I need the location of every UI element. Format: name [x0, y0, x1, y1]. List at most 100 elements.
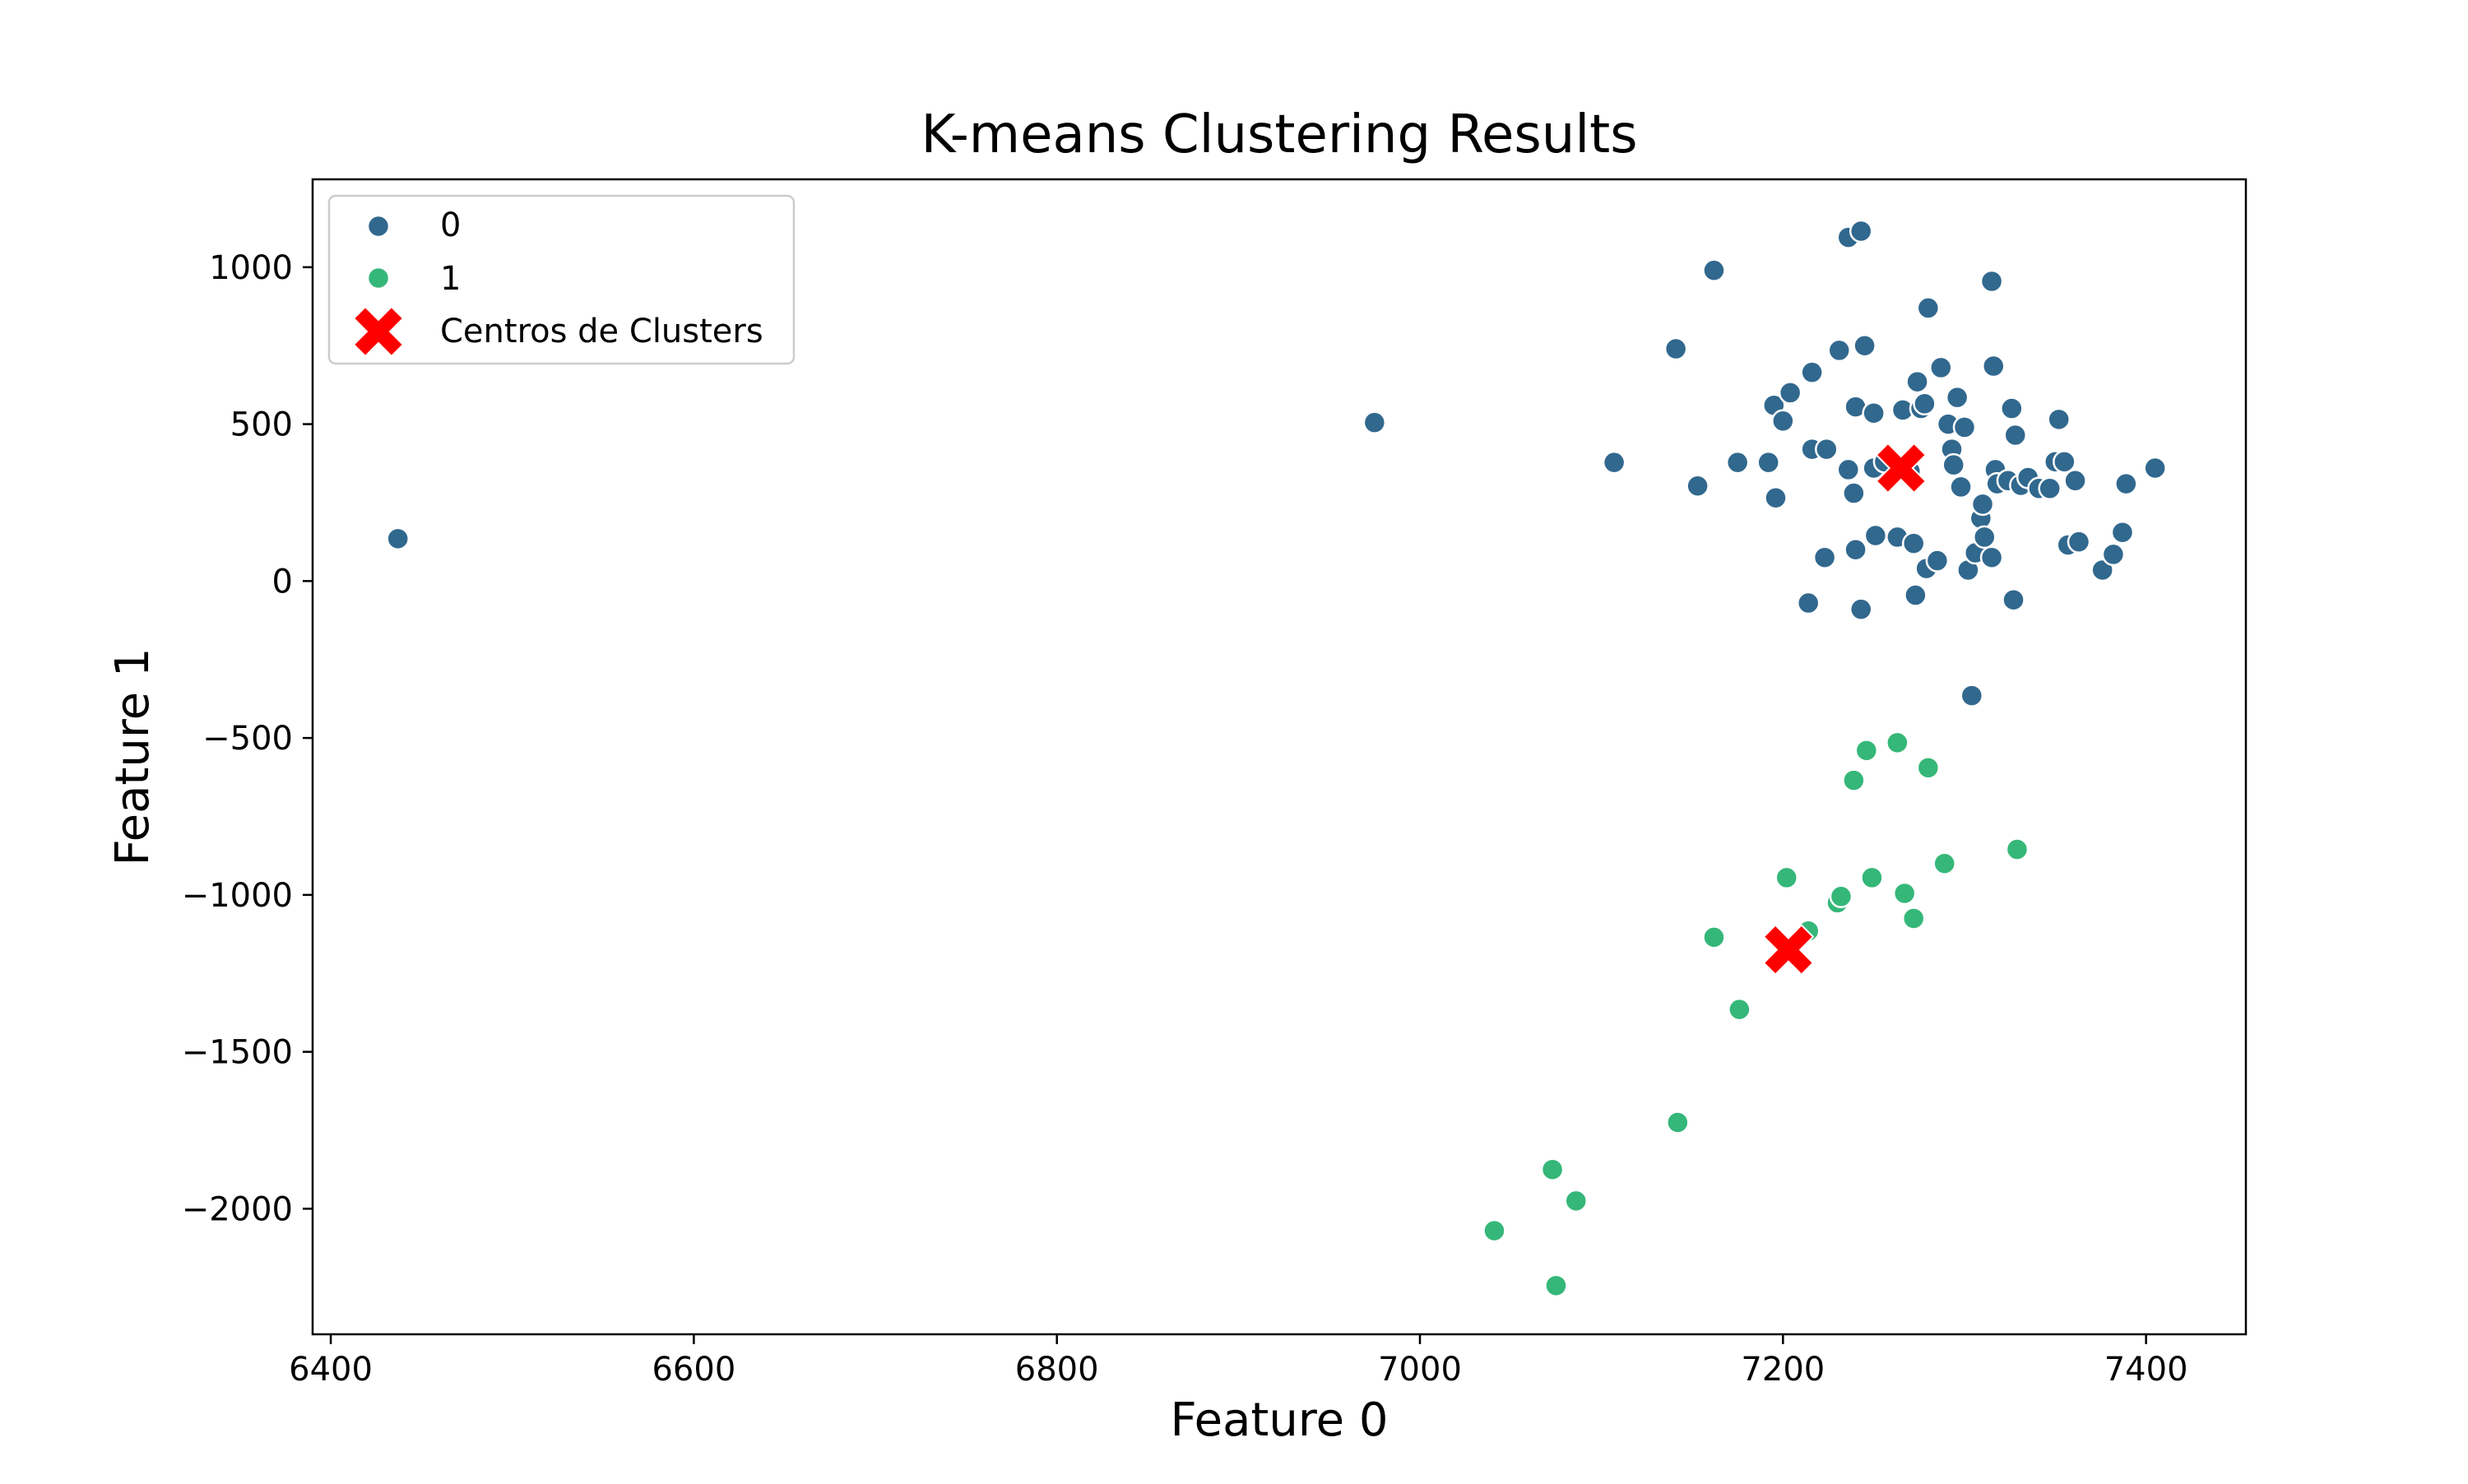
- data-point-cluster-0: [1979, 269, 2004, 294]
- data-point-cluster-1: [2005, 837, 2030, 861]
- y-tick-label: −1500: [182, 1034, 293, 1072]
- data-point-cluster-0: [386, 526, 410, 551]
- data-point-cluster-0: [1812, 545, 1837, 569]
- data-point-cluster-1: [1728, 997, 1751, 1022]
- scatter-points: [386, 219, 2167, 1298]
- data-point-cluster-0: [1862, 401, 1886, 425]
- legend-label-centers: Centros de Clusters: [440, 313, 763, 350]
- legend-marker-centers: [352, 305, 405, 358]
- data-point-cluster-1: [1842, 768, 1866, 792]
- data-point-cluster-1: [1774, 865, 1798, 890]
- data-point-cluster-0: [1362, 410, 1387, 434]
- data-point-cluster-0: [1815, 437, 1839, 461]
- data-point-cluster-0: [2053, 450, 2076, 474]
- legend-marker-cluster-1: [366, 266, 391, 290]
- data-point-cluster-0: [2114, 471, 2138, 496]
- x-tick-label: 6400: [289, 1351, 373, 1389]
- y-tick-label: −500: [202, 720, 293, 758]
- data-point-cluster-1: [1886, 730, 1909, 755]
- x-tick-label: 7000: [1378, 1351, 1462, 1389]
- y-tick-label: 0: [272, 563, 293, 601]
- data-point-cluster-0: [1702, 258, 1726, 282]
- data-point-cluster-0: [2067, 530, 2091, 554]
- data-point-cluster-1: [1901, 907, 1926, 930]
- legend-marker-cluster-0: [366, 214, 391, 239]
- data-point-cluster-1: [1544, 1273, 1568, 1298]
- data-point-cluster-0: [1827, 338, 1851, 363]
- data-point-cluster-0: [1925, 549, 1950, 573]
- legend: 0 1 Centros de Clusters: [327, 194, 796, 365]
- data-point-cluster-0: [1970, 492, 1995, 517]
- data-point-cluster-0: [1979, 545, 2004, 569]
- cluster-center-marker: [1875, 442, 1928, 494]
- data-point-cluster-0: [1663, 336, 1688, 361]
- data-point-cluster-0: [1844, 537, 1867, 562]
- data-point-cluster-0: [2090, 558, 2114, 582]
- data-point-cluster-1: [1482, 1218, 1506, 1243]
- data-point-cluster-0: [2000, 397, 2024, 420]
- data-point-cluster-0: [1960, 684, 1984, 707]
- data-point-cluster-1: [1564, 1189, 1589, 1213]
- data-point-cluster-0: [1764, 485, 1788, 510]
- data-point-cluster-0: [2101, 542, 2126, 567]
- y-tick-label: −2000: [182, 1190, 293, 1228]
- data-point-cluster-0: [2047, 407, 2071, 432]
- data-point-cluster-0: [1904, 583, 1928, 607]
- data-point-cluster-0: [1756, 450, 1780, 475]
- data-point-cluster-0: [1849, 219, 1873, 243]
- x-axis-ticks: 6400 6600 6800 7000 7200 7400: [289, 1334, 2188, 1389]
- data-point-cluster-0: [1725, 450, 1750, 475]
- chart-title: K-means Clustering Results: [921, 104, 1637, 165]
- data-point-cluster-1: [1666, 1111, 1690, 1134]
- x-tick-label: 6600: [652, 1351, 735, 1389]
- data-point-cluster-0: [1778, 381, 1802, 405]
- data-point-cluster-1: [1892, 881, 1917, 906]
- data-point-cluster-1: [1932, 851, 1956, 875]
- data-point-cluster-0: [2002, 587, 2025, 612]
- data-point-cluster-0: [2003, 423, 2028, 448]
- data-point-cluster-0: [1949, 475, 1973, 499]
- y-tick-label: 500: [230, 406, 293, 444]
- data-point-cluster-1: [1540, 1157, 1565, 1181]
- data-point-cluster-0: [1952, 415, 1977, 439]
- data-point-cluster-0: [1800, 360, 1824, 384]
- data-point-cluster-0: [2063, 469, 2087, 493]
- cluster-center-marker: [1762, 924, 1815, 976]
- x-axis-label: Feature 0: [1170, 1394, 1388, 1447]
- data-point-cluster-0: [1686, 474, 1710, 498]
- data-point-cluster-1: [1916, 756, 1941, 780]
- data-point-cluster-1: [1860, 865, 1884, 890]
- x-tick-label: 7400: [2104, 1351, 2188, 1389]
- data-point-cluster-0: [2110, 520, 2135, 545]
- y-tick-label: −1000: [182, 877, 293, 915]
- data-point-cluster-0: [1836, 457, 1861, 482]
- x-tick-label: 7200: [1741, 1351, 1825, 1389]
- data-point-cluster-0: [1842, 481, 1866, 505]
- data-point-cluster-1: [1829, 884, 1853, 909]
- x-tick-label: 6800: [1015, 1351, 1099, 1389]
- data-point-cluster-0: [1916, 296, 1941, 320]
- y-axis-label: Feature 1: [106, 647, 160, 865]
- y-tick-label: 1000: [209, 249, 293, 287]
- data-point-cluster-0: [1771, 409, 1795, 434]
- data-point-cluster-0: [1941, 452, 1965, 477]
- data-point-cluster-0: [1849, 597, 1873, 621]
- data-point-cluster-0: [1796, 591, 1821, 615]
- legend-box: [327, 194, 796, 365]
- data-point-cluster-0: [1853, 333, 1877, 358]
- data-point-cluster-0: [1905, 369, 1929, 394]
- data-point-cluster-0: [1973, 525, 1997, 550]
- cluster-centers: [1762, 442, 1928, 976]
- data-point-cluster-1: [1854, 739, 1879, 763]
- data-point-cluster-0: [2038, 476, 2062, 501]
- data-point-cluster-0: [1913, 392, 1937, 416]
- legend-label-cluster-0: 0: [440, 206, 461, 244]
- data-point-cluster-0: [1863, 523, 1888, 548]
- legend-label-cluster-1: 1: [440, 260, 461, 298]
- data-point-cluster-0: [1945, 385, 1969, 410]
- plot-frame: [311, 178, 2248, 1336]
- data-point-cluster-0: [1901, 531, 1926, 555]
- data-point-cluster-1: [1702, 925, 1726, 949]
